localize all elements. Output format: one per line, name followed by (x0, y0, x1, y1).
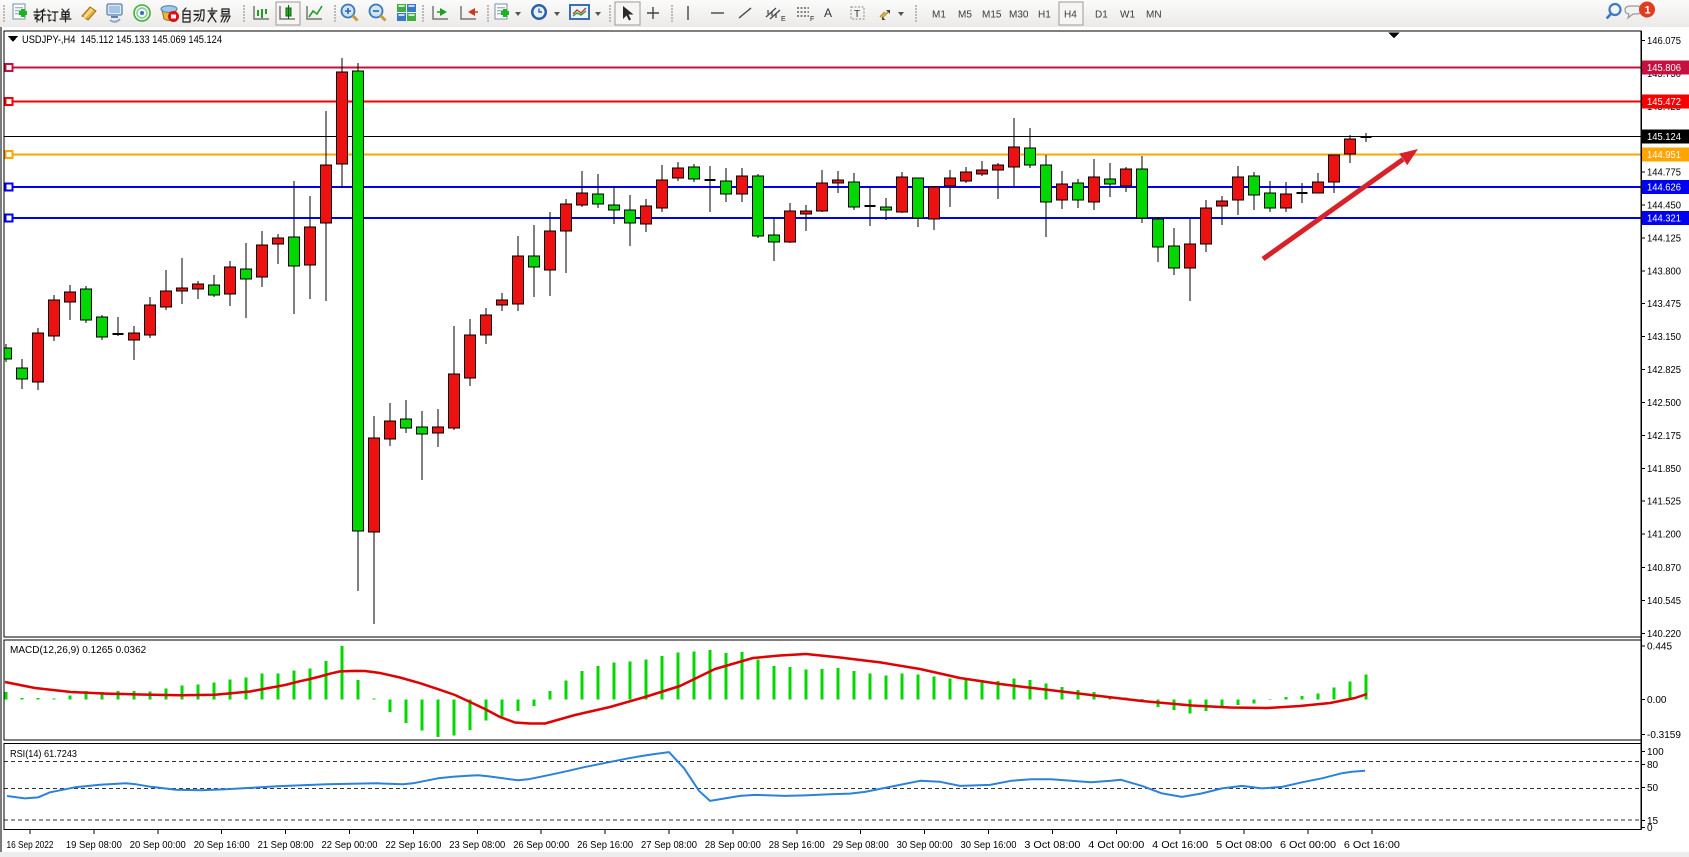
svg-text:30 Sep 16:00: 30 Sep 16:00 (961, 840, 1017, 851)
svg-text:141.850: 141.850 (1647, 464, 1681, 475)
svg-text:16 Sep 2022: 16 Sep 2022 (7, 840, 54, 851)
svg-text:M1: M1 (932, 10, 946, 21)
svg-text:144.125: 144.125 (1647, 233, 1681, 244)
svg-text:0.00: 0.00 (1647, 695, 1667, 706)
svg-text:4 Oct 00:00: 4 Oct 00:00 (1088, 840, 1144, 851)
svg-text:80: 80 (1647, 760, 1659, 771)
svg-text:-0.3159: -0.3159 (1647, 730, 1681, 741)
svg-text:28 Sep 00:00: 28 Sep 00:00 (705, 840, 761, 851)
svg-text:145.806: 145.806 (1647, 63, 1681, 74)
svg-text:22 Sep 16:00: 22 Sep 16:00 (385, 840, 441, 851)
svg-text:MACD(12,26,9) 0.1265 0.0362: MACD(12,26,9) 0.1265 0.0362 (10, 645, 147, 656)
svg-text:20 Sep 00:00: 20 Sep 00:00 (130, 840, 186, 851)
svg-text:W1: W1 (1120, 10, 1135, 21)
svg-text:T: T (854, 9, 860, 20)
svg-text:50: 50 (1647, 783, 1659, 794)
svg-text:144.450: 144.450 (1647, 201, 1681, 212)
svg-text:26 Sep 00:00: 26 Sep 00:00 (513, 840, 569, 851)
svg-text:21 Sep 08:00: 21 Sep 08:00 (258, 840, 314, 851)
svg-text:100: 100 (1647, 747, 1664, 758)
svg-text:6 Oct 16:00: 6 Oct 16:00 (1344, 840, 1400, 851)
svg-text:30 Sep 00:00: 30 Sep 00:00 (897, 840, 953, 851)
svg-text:140.220: 140.220 (1647, 629, 1681, 640)
svg-text:0.445: 0.445 (1647, 642, 1672, 653)
svg-text:15: 15 (1647, 816, 1659, 827)
svg-text:3 Oct 08:00: 3 Oct 08:00 (1024, 840, 1080, 851)
svg-text:146.075: 146.075 (1647, 36, 1681, 47)
svg-text:144.626: 144.626 (1647, 183, 1681, 194)
svg-text:144.775: 144.775 (1647, 168, 1681, 179)
svg-text:4 Oct 16:00: 4 Oct 16:00 (1152, 840, 1208, 851)
svg-text:F: F (810, 16, 814, 23)
svg-text:28 Sep 16:00: 28 Sep 16:00 (769, 840, 825, 851)
svg-text:142.175: 142.175 (1647, 431, 1681, 442)
svg-text:M15: M15 (982, 10, 1002, 21)
svg-text:D1: D1 (1095, 10, 1108, 21)
svg-text:145.124: 145.124 (1647, 132, 1681, 143)
svg-text:M5: M5 (958, 10, 972, 21)
svg-text:142.825: 142.825 (1647, 365, 1681, 376)
svg-text:22 Sep 00:00: 22 Sep 00:00 (322, 840, 378, 851)
svg-text:145.472: 145.472 (1647, 97, 1681, 108)
svg-text:H1: H1 (1038, 10, 1051, 21)
svg-text:1: 1 (1645, 5, 1651, 17)
svg-text:M30: M30 (1009, 10, 1029, 21)
svg-text:23 Sep 08:00: 23 Sep 08:00 (449, 840, 505, 851)
svg-text:USDJPY-,H4 145.112 145.133 14: USDJPY-,H4 145.112 145.133 145.069 145.1… (22, 34, 222, 46)
svg-text:144.321: 144.321 (1647, 214, 1681, 225)
svg-text:E: E (781, 16, 786, 23)
svg-text:6 Oct 00:00: 6 Oct 00:00 (1280, 840, 1336, 851)
svg-text:26 Sep 16:00: 26 Sep 16:00 (577, 840, 633, 851)
svg-text:142.500: 142.500 (1647, 398, 1681, 409)
svg-text:141.200: 141.200 (1647, 530, 1681, 541)
svg-text:29 Sep 08:00: 29 Sep 08:00 (833, 840, 889, 851)
svg-text:0: 0 (1647, 823, 1653, 834)
svg-text:141.525: 141.525 (1647, 497, 1681, 508)
svg-text:143.475: 143.475 (1647, 299, 1681, 310)
svg-text:A: A (824, 6, 832, 20)
svg-text:140.545: 140.545 (1647, 596, 1681, 607)
svg-text:5 Oct 08:00: 5 Oct 08:00 (1216, 840, 1272, 851)
svg-text:H4: H4 (1064, 10, 1077, 21)
svg-text:144.951: 144.951 (1647, 150, 1681, 161)
svg-text:RSI(14) 61.7243: RSI(14) 61.7243 (10, 749, 77, 760)
svg-text:143.800: 143.800 (1647, 266, 1681, 277)
svg-text:143.150: 143.150 (1647, 332, 1681, 343)
svg-text:MN: MN (1146, 10, 1162, 21)
svg-text:19 Sep 08:00: 19 Sep 08:00 (66, 840, 122, 851)
svg-text:20 Sep 16:00: 20 Sep 16:00 (194, 840, 250, 851)
svg-text:27 Sep 08:00: 27 Sep 08:00 (641, 840, 697, 851)
svg-text:140.870: 140.870 (1647, 563, 1681, 574)
